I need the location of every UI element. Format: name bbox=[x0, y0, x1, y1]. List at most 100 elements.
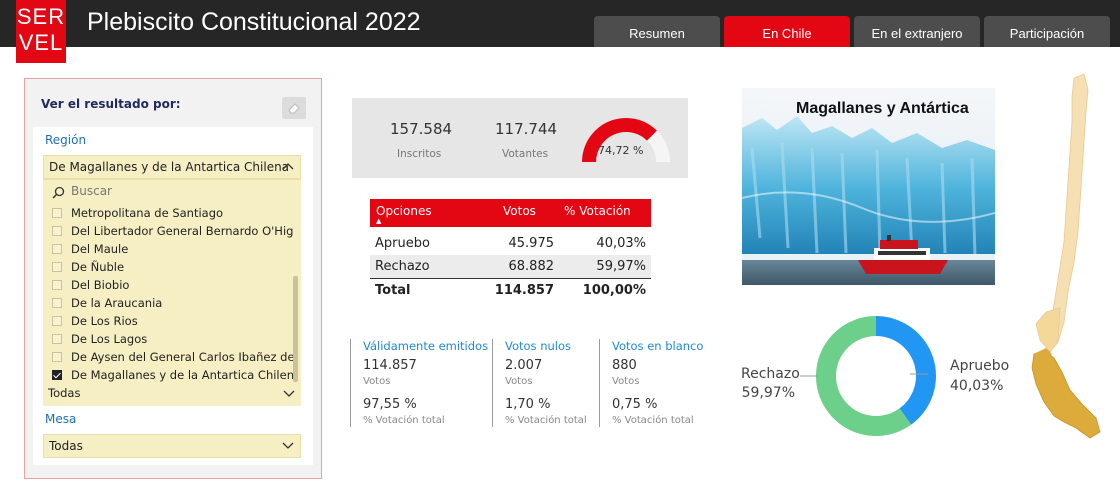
list-item[interactable]: De Los Lagos bbox=[43, 330, 293, 348]
mesa-dropdown[interactable]: Todas bbox=[43, 434, 301, 458]
checkbox-checked[interactable] bbox=[52, 370, 62, 380]
checkbox[interactable] bbox=[52, 244, 62, 254]
list-item[interactable]: De Ñuble bbox=[43, 258, 293, 276]
magallanes-region bbox=[1031, 349, 1101, 439]
checkbox[interactable] bbox=[52, 334, 62, 344]
stat-nulos: Votos nulos 2.007 Votos 1,70 % % Votació… bbox=[492, 339, 597, 427]
donut-slice-apruebo bbox=[876, 316, 936, 425]
kpi-panel: 157.584 Inscritos 117.744 Votantes 74,72… bbox=[352, 98, 688, 178]
inscritos-value: 157.584 bbox=[390, 120, 453, 138]
cell-votes: 45.975 bbox=[508, 236, 555, 251]
table-total-row: Total 114.857 100,00% bbox=[370, 278, 651, 301]
region-item-label: Del Maule bbox=[71, 242, 129, 256]
list-item[interactable]: Del Biobio bbox=[43, 276, 293, 294]
checkbox[interactable] bbox=[52, 352, 62, 362]
comuna-dropdown-value: Todas bbox=[48, 386, 81, 400]
stat-title: Votos nulos bbox=[505, 339, 572, 353]
region-item-label: De Los Lagos bbox=[71, 332, 148, 346]
table-header: Opciones ▲ Votos % Votación bbox=[370, 199, 651, 227]
stat-validos: Válidamente emitidos 114.857 Votos 97,55… bbox=[350, 339, 490, 427]
header-pct-votacion[interactable]: % Votación bbox=[564, 204, 631, 218]
tab-participacion[interactable]: Participación bbox=[984, 16, 1110, 47]
region-dropdown-value: De Magallanes y de la Antartica Chilena bbox=[49, 160, 290, 174]
chevron-down-icon[interactable] bbox=[282, 435, 294, 462]
list-scrollbar[interactable] bbox=[293, 276, 298, 382]
chile-map bbox=[1031, 73, 1101, 439]
eraser-icon bbox=[288, 103, 300, 114]
glacier-illustration bbox=[742, 88, 995, 285]
donut-leader-lines bbox=[800, 373, 928, 377]
servel-logo: SER VEL bbox=[16, 0, 66, 63]
list-item[interactable]: De la Araucania bbox=[43, 294, 293, 312]
region-item-label: De Aysen del General Carlos Ibañez del C… bbox=[71, 350, 293, 364]
mesa-label: Mesa bbox=[45, 412, 77, 426]
list-item[interactable]: Metropolitana de Santiago bbox=[43, 204, 293, 222]
comuna-dropdown[interactable]: Todas bbox=[43, 384, 293, 402]
stat-pct-label: % Votación total bbox=[363, 415, 445, 426]
stat-pct: 97,55 % bbox=[363, 397, 417, 412]
region-dropdown[interactable]: De Magallanes y de la Antartica Chilena bbox=[43, 155, 301, 179]
stat-blanco: Votos en blanco 880 Votos 0,75 % % Votac… bbox=[599, 339, 709, 427]
region-item-label: De Magallanes y de la Antartica Chilena bbox=[71, 368, 293, 382]
inscritos-label: Inscritos bbox=[397, 148, 442, 160]
gauge-fill bbox=[582, 118, 657, 162]
votantes-value: 117.744 bbox=[495, 120, 558, 138]
stat-value-label: Votos bbox=[505, 376, 533, 387]
search-icon bbox=[52, 184, 65, 206]
cell-option: Total bbox=[375, 283, 411, 298]
list-item[interactable]: De Aysen del General Carlos Ibañez del C… bbox=[43, 348, 293, 366]
search-placeholder: Buscar bbox=[71, 184, 112, 198]
donut-slice-rechazo bbox=[816, 316, 912, 436]
list-item[interactable]: Del Libertador General Bernardo O'Higgin… bbox=[43, 222, 293, 240]
region-item-label: De la Araucania bbox=[71, 296, 163, 310]
filter-title: Ver el resultado por: bbox=[41, 97, 181, 111]
list-item[interactable]: De Magallanes y de la Antartica Chilena bbox=[43, 366, 293, 384]
mesa-dropdown-value: Todas bbox=[49, 439, 83, 453]
checkbox[interactable] bbox=[52, 208, 62, 218]
results-donut-chart bbox=[816, 316, 936, 436]
list-item[interactable]: De Los Rios bbox=[43, 312, 293, 330]
region-item-label: De Ñuble bbox=[71, 260, 125, 274]
cell-pct: 40,03% bbox=[596, 236, 646, 251]
donut-label-apruebo-pct: 40,03% bbox=[950, 378, 1004, 394]
sort-ascending-icon: ▲ bbox=[376, 217, 382, 225]
stat-title: Votos en blanco bbox=[612, 339, 704, 353]
region-image-title: Magallanes y Antártica bbox=[796, 100, 969, 117]
app-title: Plebiscito Constitucional 2022 bbox=[87, 8, 421, 36]
tab-en-el-extranjero[interactable]: En el extranjero bbox=[854, 16, 980, 47]
stat-pct-label: % Votación total bbox=[505, 415, 587, 426]
checkbox[interactable] bbox=[52, 316, 62, 326]
stat-title: Válidamente emitidos bbox=[363, 339, 489, 353]
region-list: Metropolitana de Santiago Del Libertador… bbox=[43, 202, 301, 406]
cell-pct: 100,00% bbox=[582, 283, 646, 298]
participation-gauge bbox=[582, 118, 670, 162]
cell-option: Apruebo bbox=[375, 236, 430, 251]
results-table: Opciones ▲ Votos % Votación Apruebo 45.9… bbox=[370, 199, 651, 301]
header-opciones[interactable]: Opciones bbox=[376, 204, 432, 218]
chevron-down-icon[interactable] bbox=[283, 386, 295, 405]
stat-value: 2.007 bbox=[505, 358, 543, 373]
votantes-label: Votantes bbox=[502, 148, 549, 160]
list-item[interactable]: Del Maule bbox=[43, 240, 293, 258]
header-votos[interactable]: Votos bbox=[503, 204, 536, 218]
stat-pct: 1,70 % bbox=[505, 397, 551, 412]
stat-value-label: Votos bbox=[612, 376, 640, 387]
donut-label-rechazo-name: Rechazo bbox=[741, 366, 800, 382]
checkbox[interactable] bbox=[52, 280, 62, 290]
region-label: Región bbox=[45, 133, 87, 147]
checkbox[interactable] bbox=[52, 226, 62, 236]
tab-en-chile[interactable]: En Chile bbox=[724, 16, 850, 47]
region-item-label: Del Libertador General Bernardo O'Higgin… bbox=[71, 224, 293, 238]
checkbox[interactable] bbox=[52, 262, 62, 272]
checkbox[interactable] bbox=[52, 298, 62, 308]
region-photo: Magallanes y Antártica bbox=[742, 88, 995, 285]
logo-bottom-text: VEL bbox=[18, 30, 64, 55]
region-item-label: Metropolitana de Santiago bbox=[71, 206, 224, 220]
chevron-up-icon[interactable] bbox=[282, 156, 294, 183]
clear-filters-button[interactable] bbox=[282, 97, 306, 119]
cell-pct: 59,97% bbox=[596, 259, 646, 274]
donut-label-rechazo-pct: 59,97% bbox=[741, 385, 795, 401]
region-search-input[interactable]: Buscar bbox=[43, 179, 301, 202]
table-row: Rechazo 68.882 59,97% bbox=[370, 255, 651, 278]
tab-resumen[interactable]: Resumen bbox=[594, 16, 720, 47]
